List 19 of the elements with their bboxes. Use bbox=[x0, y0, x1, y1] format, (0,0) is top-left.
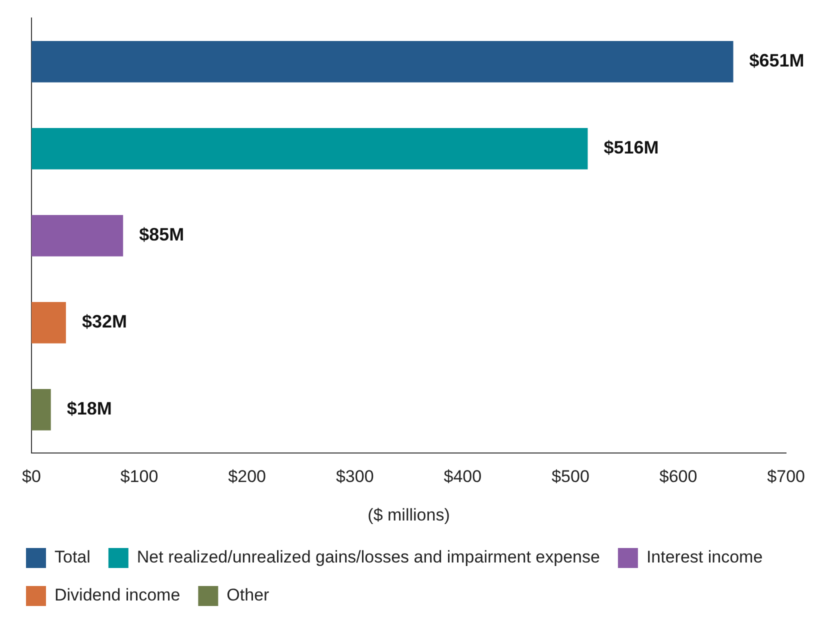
x-tick-label: $0 bbox=[22, 467, 41, 486]
x-tick-label: $600 bbox=[659, 467, 698, 486]
x-tick-label: $400 bbox=[444, 467, 482, 486]
legend-label: Net realized/unrealized gains/losses and impairment expense bbox=[136, 548, 600, 567]
x-tick-label: $700 bbox=[767, 467, 806, 486]
data-label: $516M bbox=[604, 138, 659, 158]
x-tick-label: $500 bbox=[552, 467, 590, 486]
legend-label: Dividend income bbox=[54, 586, 180, 605]
x-tick-label: $300 bbox=[336, 467, 374, 486]
x-tick-label: $200 bbox=[228, 467, 266, 486]
data-label: $32M bbox=[82, 312, 127, 332]
data-label: $651M bbox=[749, 50, 804, 71]
legend-label: Other bbox=[226, 586, 270, 605]
legend-label: Total bbox=[54, 548, 90, 567]
legend-label: Interest income bbox=[646, 548, 763, 567]
data-label: $18M bbox=[66, 398, 112, 419]
x-axis-title: ($ millions) bbox=[368, 505, 450, 524]
data-label: $85M bbox=[139, 224, 184, 245]
x-tick-label: $100 bbox=[120, 467, 158, 486]
